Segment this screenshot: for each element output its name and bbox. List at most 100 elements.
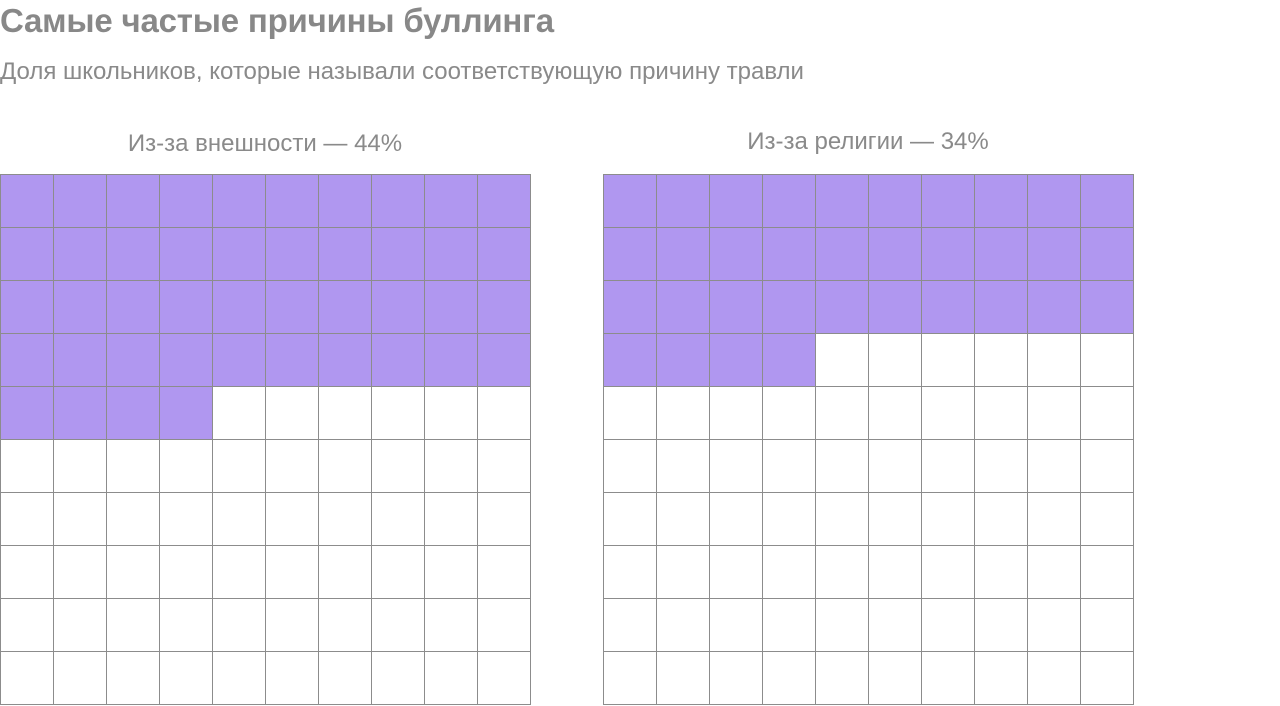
- waffle-cell-filled: [106, 386, 160, 440]
- waffle-cell-empty: [815, 386, 869, 440]
- waffle-cell-empty: [477, 598, 531, 652]
- waffle-cell-empty: [603, 598, 657, 652]
- waffle-cell-filled: [815, 280, 869, 334]
- waffle-cell-empty: [815, 545, 869, 599]
- waffle-cell-empty: [265, 386, 319, 440]
- waffle-cell-filled: [477, 227, 531, 281]
- waffle-cell-empty: [603, 492, 657, 546]
- waffle-cell-empty: [477, 545, 531, 599]
- waffle-cell-empty: [656, 651, 710, 705]
- waffle-cell-filled: [762, 227, 816, 281]
- waffle-cell-empty: [265, 439, 319, 493]
- waffle-cell-empty: [921, 386, 975, 440]
- waffle-cell-filled: [53, 227, 107, 281]
- waffle-cell-empty: [212, 545, 266, 599]
- waffle-cell-empty: [762, 492, 816, 546]
- waffle-cell-filled: [159, 174, 213, 228]
- waffle-cell-filled: [424, 333, 478, 387]
- waffle-cell-empty: [868, 386, 922, 440]
- waffle-cell-filled: [1027, 174, 1081, 228]
- waffle-cell-empty: [318, 386, 372, 440]
- waffle-cell-empty: [265, 598, 319, 652]
- waffle-cell-filled: [212, 333, 266, 387]
- waffle-cell-empty: [1027, 545, 1081, 599]
- waffle-cell-empty: [974, 439, 1028, 493]
- waffle-cell-empty: [424, 492, 478, 546]
- waffle-cell-empty: [424, 386, 478, 440]
- waffle-cell-filled: [709, 174, 763, 228]
- waffle-cell-empty: [212, 439, 266, 493]
- waffle-cell-empty: [656, 545, 710, 599]
- waffle-cell-empty: [762, 439, 816, 493]
- waffle-cell-filled: [0, 386, 54, 440]
- waffle-cell-empty: [762, 598, 816, 652]
- waffle-cell-filled: [1027, 280, 1081, 334]
- waffle-cell-filled: [762, 280, 816, 334]
- waffle-cell-filled: [762, 174, 816, 228]
- waffle-cell-filled: [318, 280, 372, 334]
- waffle-cell-empty: [159, 545, 213, 599]
- waffle-cell-empty: [921, 598, 975, 652]
- waffle-cell-empty: [1080, 545, 1134, 599]
- waffle-cell-empty: [159, 651, 213, 705]
- waffle-cell-empty: [603, 386, 657, 440]
- waffle-cell-empty: [371, 651, 425, 705]
- waffle-cell-filled: [53, 174, 107, 228]
- waffle-cell-empty: [603, 439, 657, 493]
- waffle-cell-empty: [815, 598, 869, 652]
- waffle-cell-empty: [159, 598, 213, 652]
- waffle-cell-filled: [371, 333, 425, 387]
- waffle-cell-filled: [212, 280, 266, 334]
- waffle-cell-filled: [212, 227, 266, 281]
- waffle-cell-filled: [159, 386, 213, 440]
- waffle-cell-empty: [0, 492, 54, 546]
- waffle-cell-filled: [868, 280, 922, 334]
- waffle-cell-empty: [762, 386, 816, 440]
- waffle-cell-empty: [1080, 333, 1134, 387]
- waffle-cell-empty: [318, 598, 372, 652]
- waffle-cell-empty: [868, 492, 922, 546]
- waffle-cell-empty: [868, 598, 922, 652]
- waffle-cell-empty: [159, 439, 213, 493]
- waffle-cell-filled: [424, 174, 478, 228]
- waffle-cell-empty: [921, 651, 975, 705]
- waffle-cell-filled: [106, 280, 160, 334]
- waffle-cell-empty: [53, 545, 107, 599]
- waffle-cell-filled: [265, 280, 319, 334]
- waffle-cell-empty: [868, 545, 922, 599]
- waffle-cell-filled: [477, 333, 531, 387]
- waffle-cell-empty: [656, 386, 710, 440]
- waffle-cell-empty: [921, 439, 975, 493]
- waffle-cell-filled: [974, 227, 1028, 281]
- waffle-cell-filled: [0, 280, 54, 334]
- waffle-cell-empty: [974, 386, 1028, 440]
- waffle-cell-filled: [603, 174, 657, 228]
- waffle-cell-empty: [868, 651, 922, 705]
- waffle-cell-empty: [656, 598, 710, 652]
- waffle-cell-empty: [159, 492, 213, 546]
- waffle-cell-filled: [106, 227, 160, 281]
- chart-title: Самые частые причины буллинга: [0, 2, 554, 39]
- waffle-cell-filled: [921, 174, 975, 228]
- waffle-cell-empty: [53, 598, 107, 652]
- waffle-cell-filled: [318, 333, 372, 387]
- waffle-cell-filled: [212, 174, 266, 228]
- waffle-cell-empty: [106, 492, 160, 546]
- waffle-cell-empty: [603, 651, 657, 705]
- waffle-cell-filled: [603, 333, 657, 387]
- waffle-cell-filled: [477, 174, 531, 228]
- waffle-cell-filled: [371, 174, 425, 228]
- waffle-appearance-label: Из-за внешности — 44%: [127, 130, 403, 157]
- waffle-cell-filled: [53, 280, 107, 334]
- waffle-cell-empty: [974, 333, 1028, 387]
- waffle-cell-empty: [1027, 439, 1081, 493]
- waffle-cell-empty: [318, 439, 372, 493]
- waffle-cell-filled: [0, 227, 54, 281]
- waffle-cell-empty: [1027, 333, 1081, 387]
- waffle-cell-empty: [921, 492, 975, 546]
- waffle-cell-empty: [974, 651, 1028, 705]
- waffle-cell-empty: [477, 651, 531, 705]
- waffle-cell-empty: [212, 386, 266, 440]
- waffle-cell-filled: [603, 227, 657, 281]
- waffle-cell-empty: [212, 598, 266, 652]
